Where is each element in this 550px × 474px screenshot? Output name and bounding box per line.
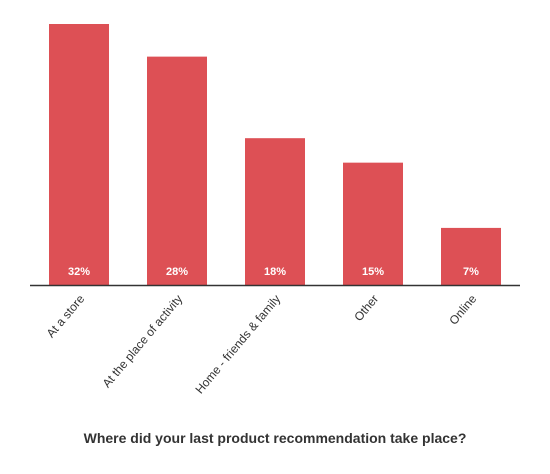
bar [49, 24, 109, 285]
x-tick-label: Other [351, 292, 381, 324]
chart-title: Where did your last product recommendati… [84, 430, 467, 446]
value-label: 28% [166, 266, 188, 278]
bar [245, 138, 305, 285]
x-tick-label: Home - friends & family [192, 292, 283, 397]
value-label: 18% [264, 266, 286, 278]
value-label: 7% [463, 266, 479, 278]
bar [147, 56, 207, 285]
x-tick-label: Online [446, 292, 479, 328]
bar [441, 227, 501, 285]
value-label: 15% [362, 266, 384, 278]
bar [343, 162, 403, 285]
x-tick-label: At the place of activity [100, 292, 186, 390]
x-tick-label: At a store [44, 292, 88, 341]
value-label: 32% [68, 266, 90, 278]
